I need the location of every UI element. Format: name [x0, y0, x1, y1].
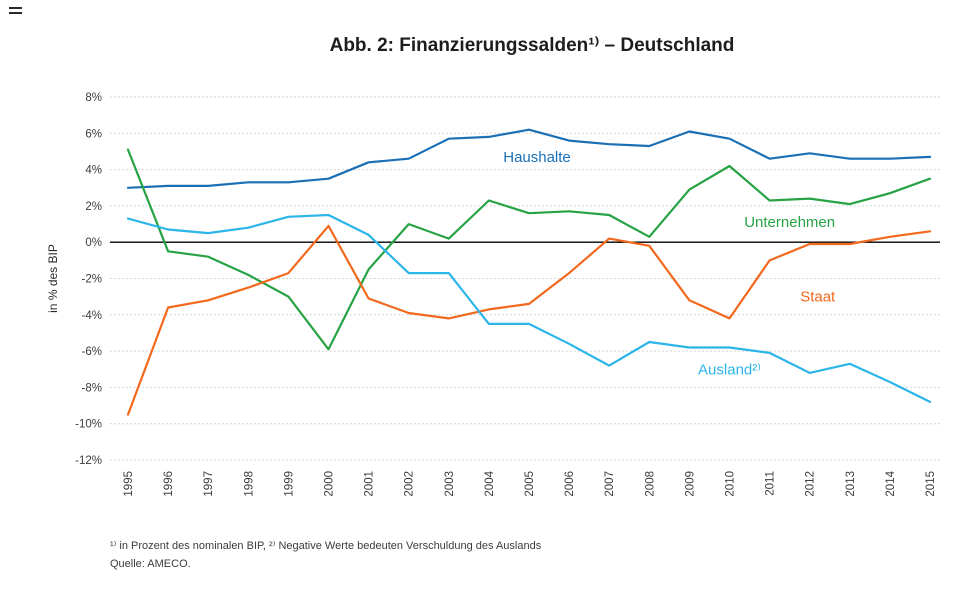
- x-tick-label: 2005: [524, 471, 536, 497]
- x-tick-label: 2001: [364, 471, 376, 497]
- x-tick-label: 1996: [163, 471, 175, 497]
- y-tick-label: 2%: [85, 201, 102, 213]
- series-line-unternehmen: [126, 148, 932, 351]
- x-tick-label: 2000: [324, 471, 336, 497]
- menu-icon: [9, 7, 22, 16]
- y-tick-label: -12%: [75, 455, 102, 467]
- source-text: Quelle: AMECO.: [110, 557, 191, 570]
- y-tick-label: -4%: [82, 310, 102, 322]
- y-axis-title: in % des BIP: [46, 244, 60, 313]
- x-tick-label: 2008: [644, 471, 656, 497]
- y-tick-label: -8%: [82, 382, 102, 394]
- series-label-staat: Staat: [800, 289, 836, 306]
- x-tick-label: 2004: [484, 470, 496, 496]
- y-tick-label: -6%: [82, 346, 102, 358]
- series-label-unternehmen: Unternehmen: [744, 214, 835, 231]
- series-line-staat: [126, 224, 932, 416]
- x-tick-label: 2014: [885, 470, 897, 496]
- x-tick-label: 2015: [925, 471, 937, 497]
- footnote-text: ¹⁾ in Prozent des nominalen BIP, ²⁾ Nega…: [110, 540, 542, 552]
- x-tick-label: 1995: [123, 471, 135, 497]
- x-tick-label: 1998: [243, 471, 255, 497]
- x-tick-label: 2013: [845, 471, 857, 497]
- series-label-ausland: Ausland²⁾: [698, 361, 761, 378]
- y-tick-label: 8%: [85, 92, 102, 104]
- x-tick-label: 2011: [765, 471, 777, 496]
- series-line-ausland: [126, 213, 932, 403]
- chart-title: Abb. 2: Finanzierungssalden¹⁾ – Deutschl…: [329, 35, 735, 56]
- series-line-haushalte: [126, 128, 932, 189]
- y-tick-label: 6%: [85, 128, 102, 140]
- y-tick-label: -2%: [82, 274, 102, 286]
- series-label-haushalte: Haushalte: [503, 149, 571, 166]
- chart-footnotes: ¹⁾ in Prozent des nominalen BIP, ²⁾ Nega…: [110, 538, 541, 573]
- y-tick-label: -10%: [75, 419, 102, 431]
- x-tick-label: 2006: [564, 471, 576, 497]
- x-tick-label: 2007: [604, 471, 616, 497]
- y-tick-label: 4%: [85, 165, 102, 177]
- x-tick-label: 2009: [684, 471, 696, 497]
- x-tick-label: 2012: [805, 471, 817, 497]
- x-tick-label: 2010: [725, 471, 737, 497]
- x-tick-label: 1997: [203, 471, 215, 497]
- x-tick-label: 2002: [404, 471, 416, 497]
- y-tick-label: 0%: [85, 237, 102, 249]
- x-tick-label: 1999: [283, 471, 295, 497]
- x-tick-label: 2003: [444, 471, 456, 497]
